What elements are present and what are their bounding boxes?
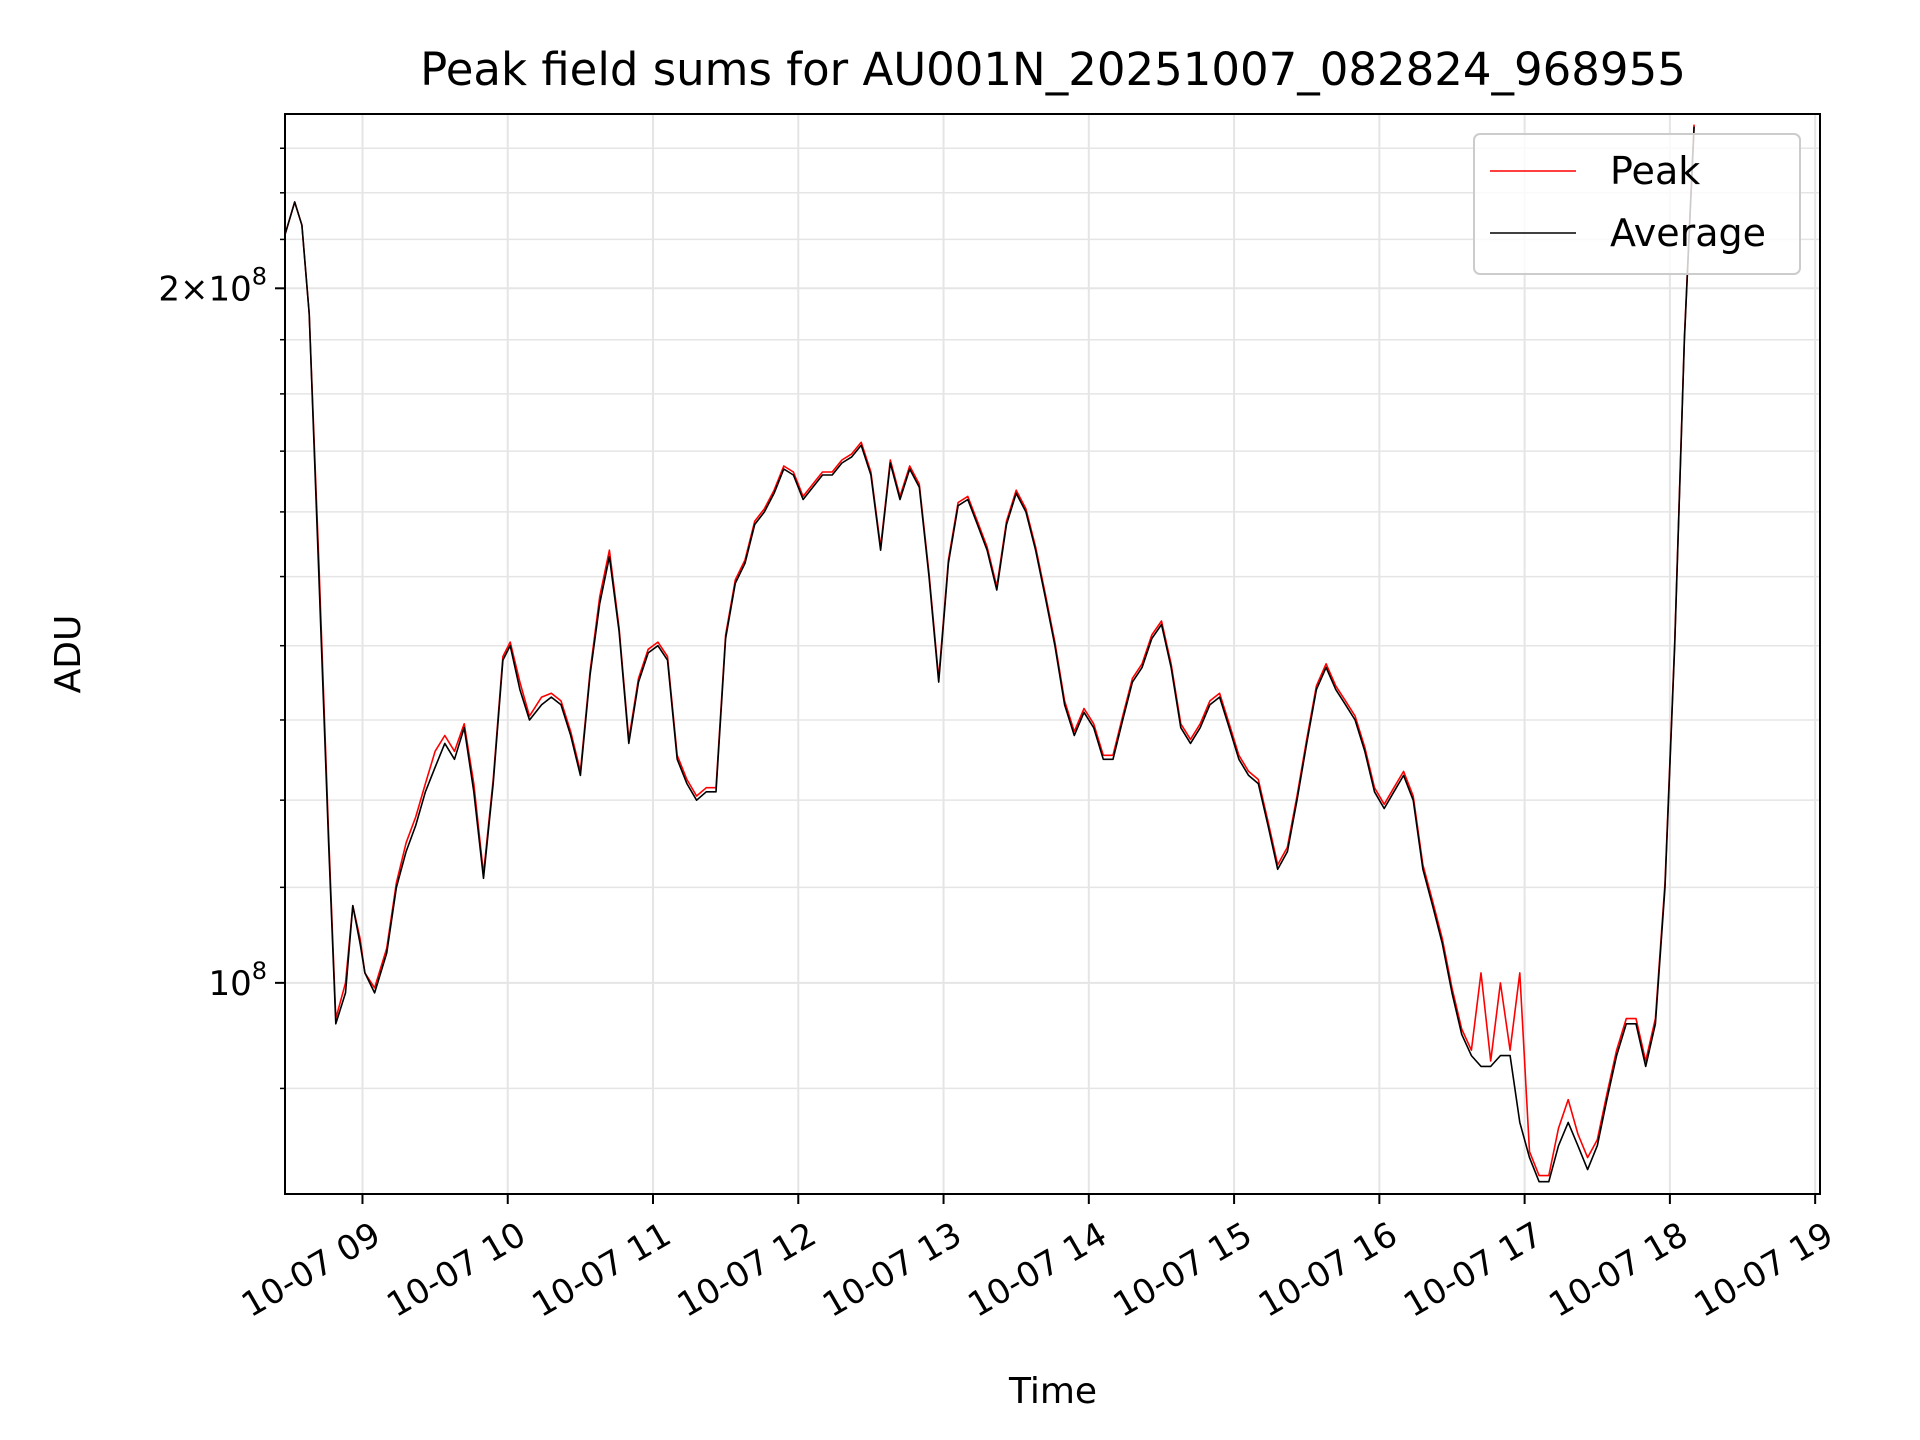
y-axis: 108 2×108 — [158, 147, 285, 1090]
legend: Peak Average — [1473, 133, 1801, 275]
series-line-peak — [284, 124, 1695, 1177]
plot-frame — [284, 113, 1821, 1195]
y-axis-title: ADU — [48, 615, 89, 694]
legend-label-peak: Peak — [1610, 149, 1700, 193]
legend-label-average: Average — [1610, 211, 1766, 255]
y-tick-label: 2×108 — [158, 262, 267, 309]
legend-box — [1473, 133, 1801, 275]
x-axis-title: Time — [1008, 1371, 1097, 1412]
series-group — [284, 124, 1695, 1183]
chart-title: Peak field sums for AU001N_20251007_0828… — [420, 43, 1686, 96]
y-tick-label: 108 — [208, 957, 267, 1004]
series-line-average — [284, 126, 1695, 1183]
